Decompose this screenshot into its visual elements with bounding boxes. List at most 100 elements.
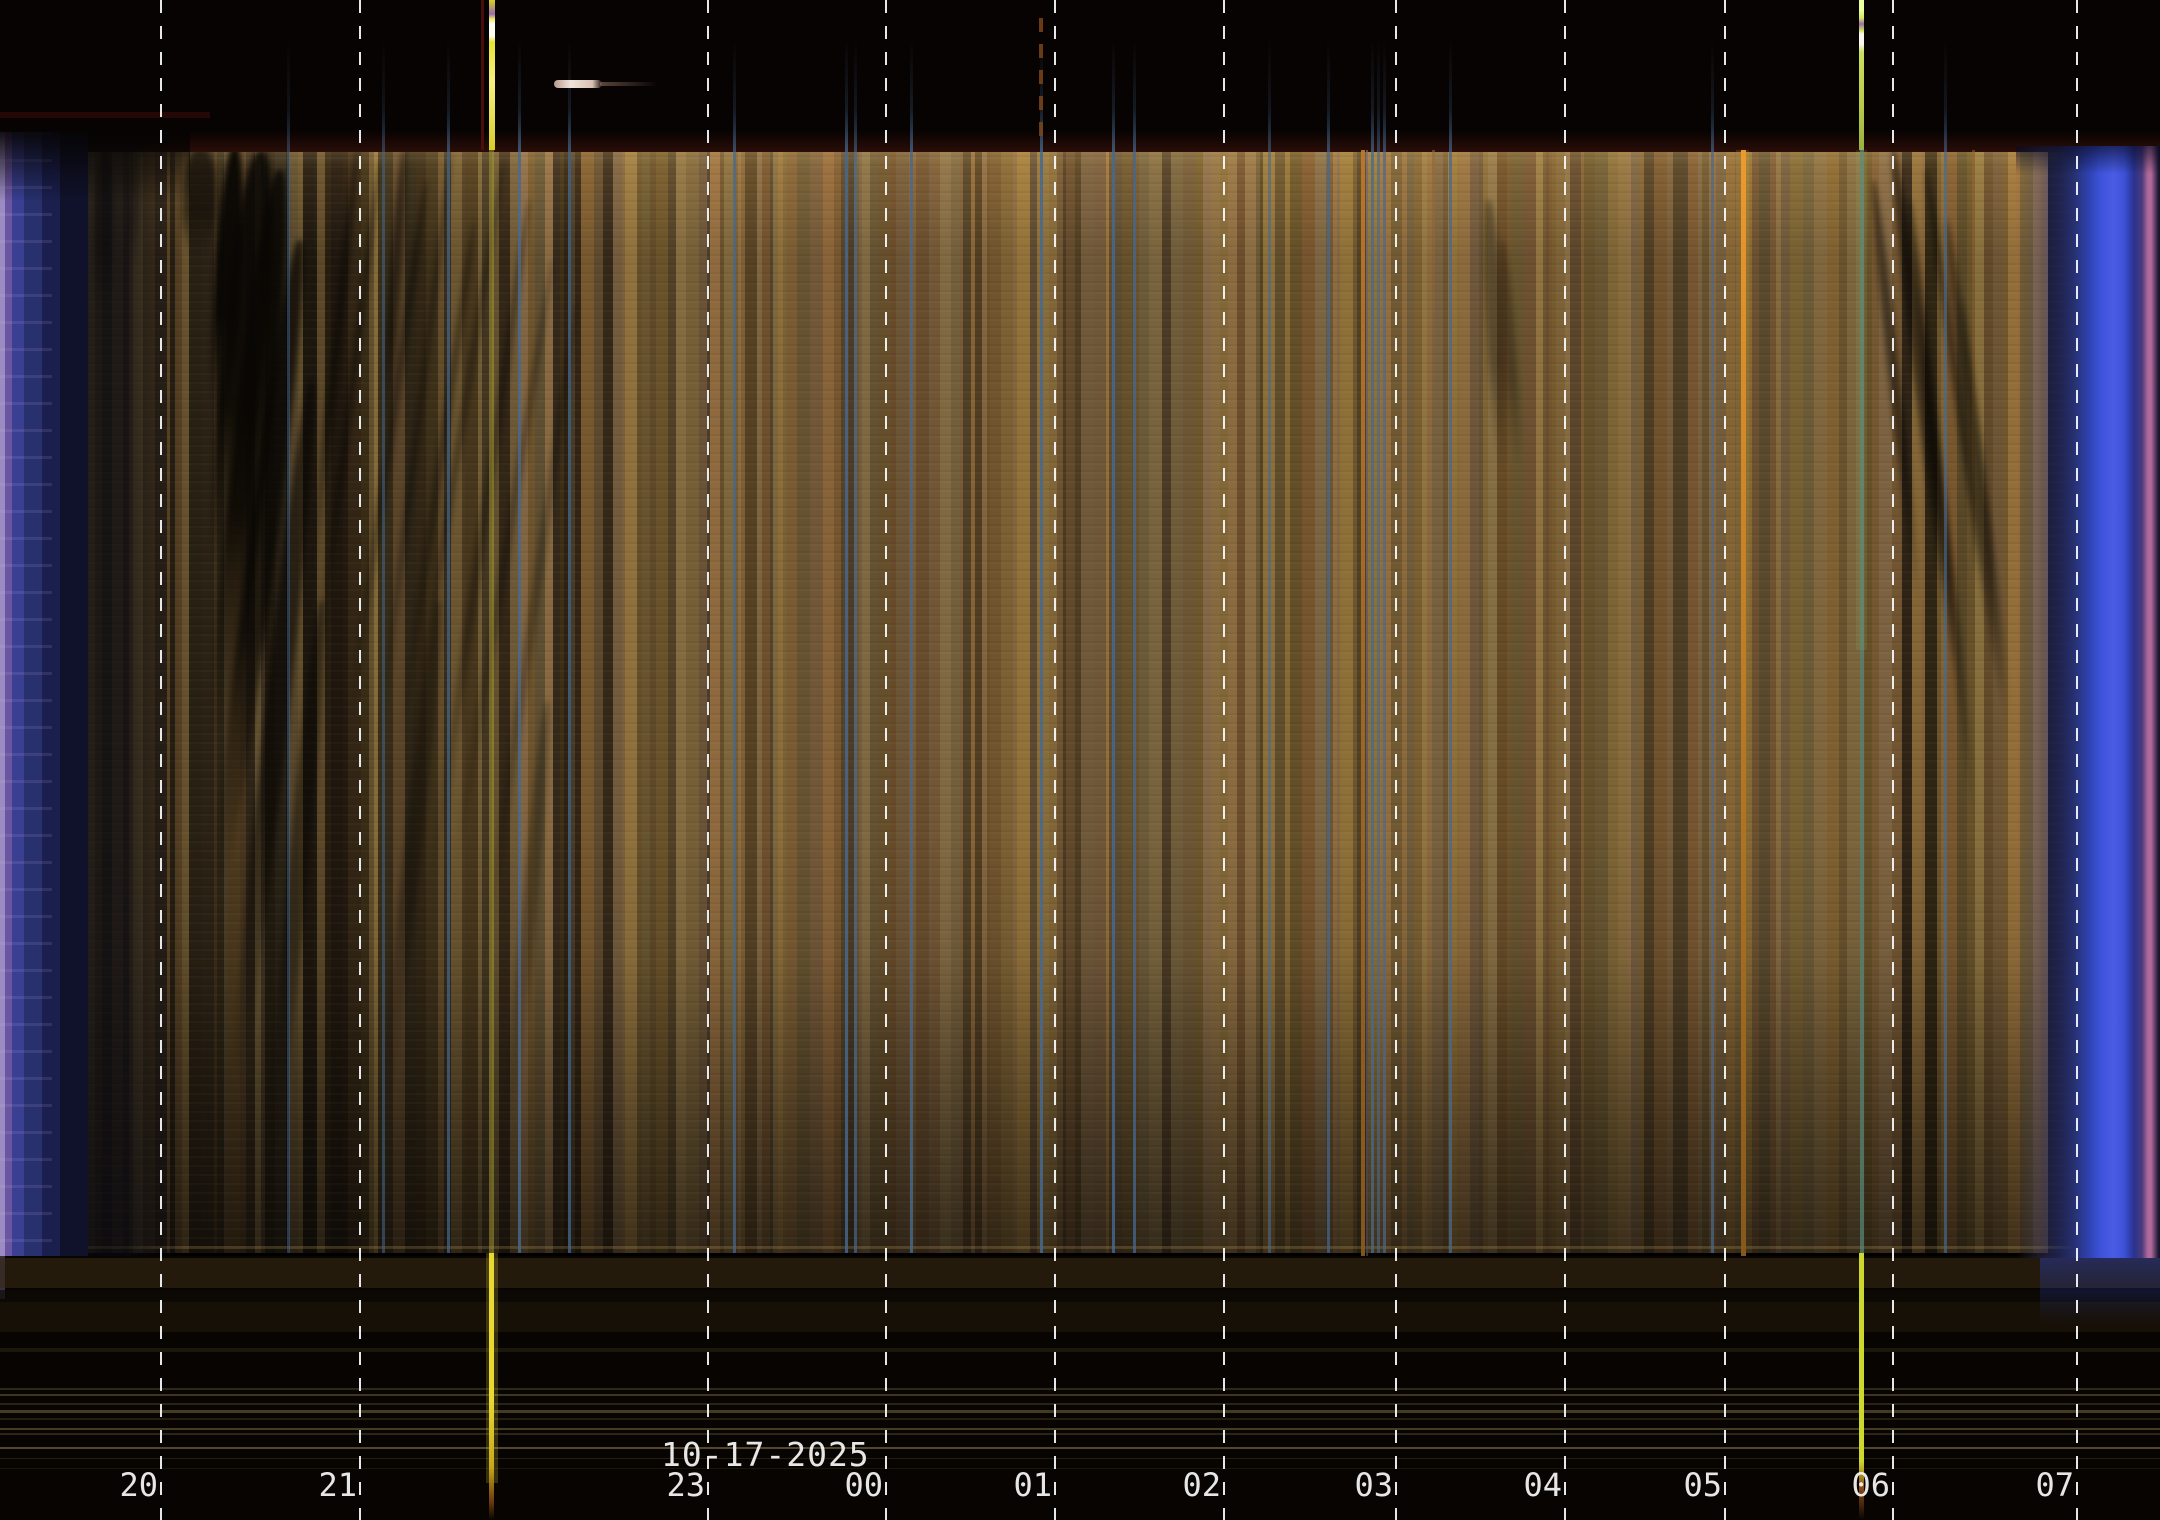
blue-frame-line <box>733 40 736 1253</box>
sky-column <box>932 146 940 1256</box>
sky-column <box>189 146 201 1256</box>
sky-column <box>1781 146 1790 1256</box>
sky-column <box>1407 146 1414 1256</box>
sky-column <box>1618 146 1628 1256</box>
orange-line <box>1361 150 1365 1256</box>
tick-label-00: 00 <box>844 1466 883 1504</box>
sky-column <box>975 146 982 1256</box>
blue-frame-line <box>854 40 857 1253</box>
hour-gridline <box>885 0 887 1520</box>
sky-column <box>1922 146 1925 1256</box>
sky-column <box>1814 146 1827 1256</box>
sky-column <box>348 146 361 1256</box>
sky-column <box>757 146 762 1256</box>
sky-column <box>1228 146 1237 1256</box>
sky-column <box>982 146 987 1256</box>
sky-column <box>1432 146 1443 1256</box>
sky-column <box>1017 146 1030 1256</box>
sky-column <box>1470 146 1479 1256</box>
sky-column <box>317 146 325 1256</box>
sky-column <box>613 146 622 1256</box>
sky-column <box>1063 146 1066 1256</box>
sky-column <box>849 146 854 1256</box>
tick-label-21: 21 <box>318 1466 357 1504</box>
orange-line <box>1972 150 1975 540</box>
meteor-streak <box>554 80 602 88</box>
sky-column <box>1565 146 1570 1256</box>
tick-label-04: 04 <box>1523 1466 1562 1504</box>
sky-column <box>564 146 571 1256</box>
bottom-streak <box>0 1394 2160 1396</box>
sky-column <box>1685 146 1688 1256</box>
bottom-streak <box>0 1428 2160 1430</box>
tick-label-02: 02 <box>1182 1466 1221 1504</box>
sky-column <box>762 146 770 1256</box>
sky-column <box>603 146 613 1256</box>
sky-column <box>720 146 724 1256</box>
bottom-streak <box>0 1246 2160 1249</box>
sky-column <box>622 146 625 1256</box>
bottom-streak <box>0 1403 2160 1405</box>
sky-column <box>770 146 773 1256</box>
tick-label-05: 05 <box>1683 1466 1722 1504</box>
sky-column <box>1245 146 1256 1256</box>
sky-column <box>1402 146 1407 1256</box>
sky-column <box>1536 146 1543 1256</box>
sky-column <box>1879 146 1892 1256</box>
sky-column <box>1290 146 1302 1256</box>
sky-column <box>581 146 594 1256</box>
hour-gridline <box>1054 0 1056 1520</box>
sky-column <box>1183 146 1196 1256</box>
sky-column <box>560 146 564 1256</box>
sky-column <box>1803 146 1814 1256</box>
sky-column <box>702 146 707 1256</box>
sky-column <box>951 146 960 1256</box>
sky-column <box>1631 146 1640 1256</box>
sky-column <box>1414 146 1422 1256</box>
sky-column <box>1847 146 1860 1256</box>
blue-frame-line <box>1327 40 1330 1253</box>
sky-column <box>1556 146 1565 1256</box>
tick-label-20: 20 <box>119 1466 158 1504</box>
sky-column <box>462 146 465 1256</box>
sky-column <box>642 146 650 1256</box>
sky-column <box>668 146 676 1256</box>
sky-column <box>1013 146 1017 1256</box>
sky-column <box>1746 146 1752 1256</box>
sky-column <box>1203 146 1211 1256</box>
sky-column <box>896 146 909 1256</box>
tick-label-07: 07 <box>2035 1466 2074 1504</box>
sky-column <box>810 146 823 1256</box>
sky-column <box>492 146 499 1256</box>
sky-column <box>393 146 405 1256</box>
hour-gridline <box>1223 0 1225 1520</box>
sky-column <box>797 146 810 1256</box>
sky-column <box>594 146 603 1256</box>
hour-gridline <box>2076 0 2078 1520</box>
sky-column <box>625 146 637 1256</box>
hour-gridline <box>359 0 361 1520</box>
bottom-streak <box>0 1433 2160 1435</box>
sky-column <box>1865 146 1872 1256</box>
sky-column <box>1667 146 1673 1256</box>
broken-orange-line <box>1039 18 1043 148</box>
sky-column <box>1256 146 1260 1256</box>
sky-column <box>676 146 686 1256</box>
sky-column <box>891 146 896 1256</box>
sky-column <box>1644 146 1654 1256</box>
sky-column <box>971 146 975 1256</box>
sky-column <box>1162 146 1171 1256</box>
amber-sky-texture <box>0 146 2160 1256</box>
sky-column <box>637 146 642 1256</box>
yellow-trail1-top <box>489 0 495 150</box>
sky-column <box>482 146 492 1256</box>
sky-column <box>2002 146 2008 1256</box>
sky-column <box>1702 146 1709 1256</box>
sky-column <box>916 146 929 1256</box>
sky-column <box>1139 146 1149 1256</box>
tick-label-01: 01 <box>1013 1466 1052 1504</box>
sky-column <box>1581 146 1584 1256</box>
sky-column <box>1275 146 1285 1256</box>
